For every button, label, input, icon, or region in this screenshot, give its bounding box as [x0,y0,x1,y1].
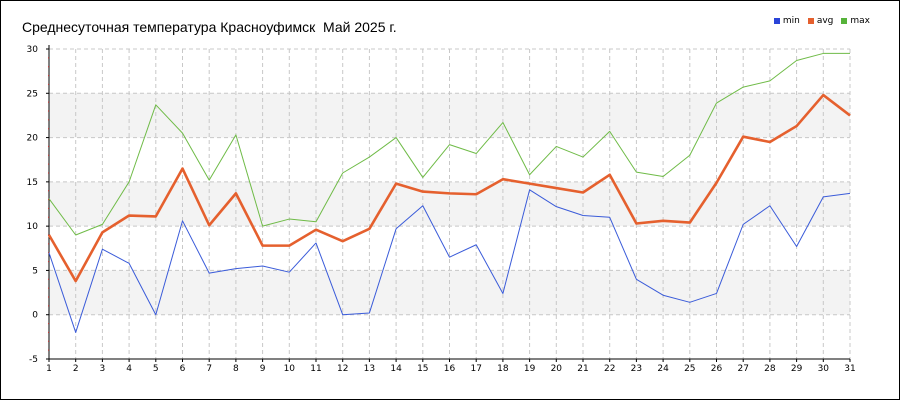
x-tick-label: 19 [524,364,536,374]
x-tick-label: 18 [497,364,509,374]
x-tick-label: 8 [233,364,239,374]
x-tick-label: 29 [791,364,803,374]
x-tick-label: 25 [684,364,695,374]
x-tick-label: 13 [364,364,375,374]
x-tick-label: 11 [310,364,321,374]
legend-item-min: min [773,16,800,26]
series-line-avg [47,93,851,283]
x-tick-label: 10 [284,364,296,374]
legend-item-max: max [841,16,870,26]
x-tick-label: 23 [631,364,642,374]
y-tick-label: 30 [27,45,39,55]
series-line-min [48,189,851,333]
x-tick-label: 30 [818,364,830,374]
y-tick-label: 25 [27,89,38,99]
legend-label-min: min [782,16,800,26]
x-tick-label: 15 [417,364,428,374]
x-tick-label: 12 [337,364,348,374]
x-tick-label: 9 [260,364,266,374]
legend-item-avg: avg [807,16,834,26]
series-line-max [48,52,850,236]
legend-swatch-min [773,18,780,24]
x-tick-label: 16 [444,364,456,374]
x-tick-label: 20 [551,364,563,374]
x-tick-label: 27 [737,364,748,374]
x-tick-label: 4 [126,364,132,374]
x-tick-label: 24 [657,364,669,374]
legend-swatch-max [841,18,848,24]
x-tick-label: 7 [206,364,212,374]
x-tick-label: 2 [73,364,79,374]
x-tick-label: 22 [604,364,615,374]
legend-label-max: max [850,16,870,26]
x-tick-label: 31 [844,364,855,374]
y-tick-label: -5 [29,355,38,365]
x-tick-label: 1 [46,364,52,374]
chart-title: Среднесуточная температура Красноуфимск … [22,19,397,35]
x-tick-label: 14 [390,364,402,374]
x-tick-label: 21 [577,364,588,374]
y-tick-label: 5 [32,266,38,276]
y-tick-label: 0 [32,311,38,321]
y-tick-label: 20 [27,134,39,144]
legend: min avg max [773,16,870,26]
x-tick-label: 28 [764,364,776,374]
x-tick-label: 26 [711,364,723,374]
y-tick-label: 15 [27,178,38,188]
legend-label-avg: avg [816,16,834,26]
x-tick-label: 17 [470,364,481,374]
x-tick-label: 6 [180,364,186,374]
x-tick-label: 3 [100,364,106,374]
x-tick-label: 5 [153,364,159,374]
y-tick-label: 10 [27,222,39,232]
legend-swatch-avg [807,18,814,24]
